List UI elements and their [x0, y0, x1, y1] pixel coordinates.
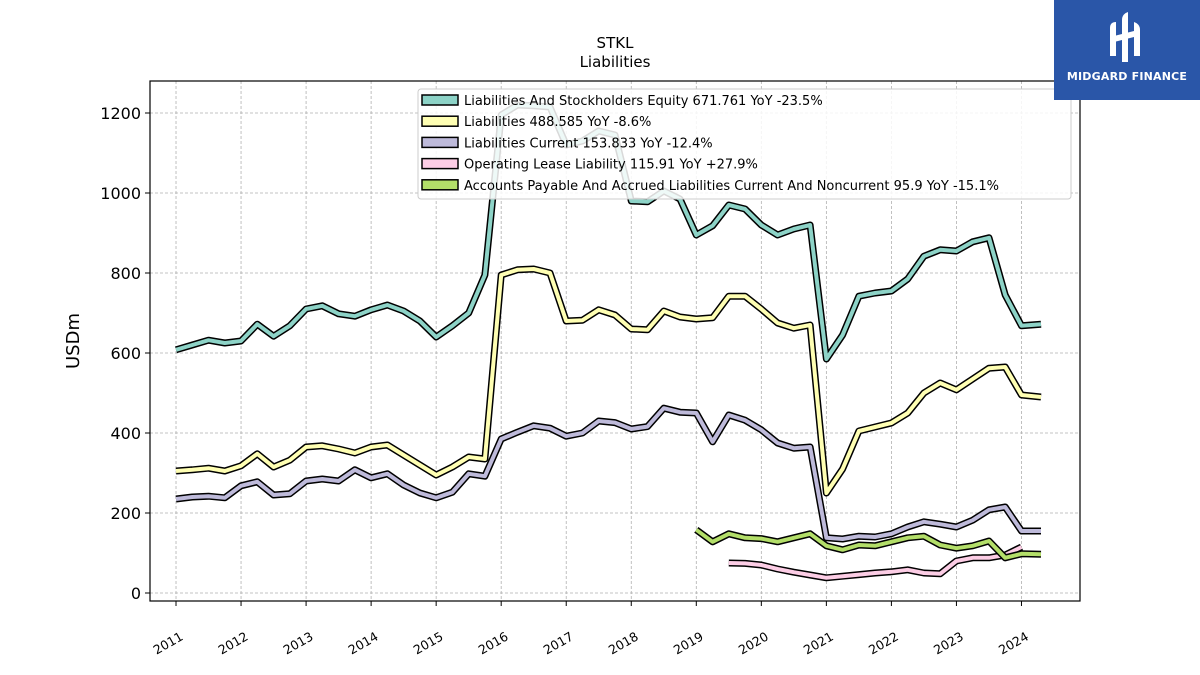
y-tick-label: 400: [110, 424, 141, 443]
x-tick-label: 2018: [606, 629, 641, 658]
x-tick-label: 2012: [215, 629, 250, 658]
x-tick-label: 2016: [476, 629, 511, 658]
legend-entry: Liabilities And Stockholders Equity 671.…: [464, 94, 823, 109]
x-tick-label: 2024: [996, 629, 1031, 658]
legend-entry: Operating Lease Liability 115.91 YoY +27…: [464, 158, 758, 173]
y-tick-label: 1000: [100, 184, 141, 203]
x-axis: 2011 2012 2013 2014 2015 2016 2017 2018 2019 2020…: [150, 601, 1031, 658]
legend-swatch: [421, 115, 459, 127]
brand-mark-icon: [1110, 12, 1140, 62]
legend-swatch: [421, 179, 459, 191]
x-tick-label: 2017: [541, 629, 576, 658]
series-line: [175, 267, 1042, 495]
x-tick-label: 2013: [281, 629, 316, 658]
y-tick-label: 600: [110, 344, 141, 363]
y-tick-label: 200: [110, 504, 141, 523]
series-lines: [175, 101, 1042, 582]
x-tick-label: 2021: [801, 629, 836, 658]
brand-logo: MIDGARD FINANCE: [1054, 0, 1200, 100]
x-tick-label: 2019: [671, 629, 706, 658]
legend-swatch: [421, 157, 459, 170]
plot-frame: [149, 80, 1081, 602]
x-tick-label: 2011: [150, 629, 185, 658]
x-tick-label: 2015: [411, 629, 446, 658]
chart-title: STKL: [597, 34, 635, 52]
legend-swatch: [421, 136, 459, 149]
series-line: [695, 528, 1042, 560]
series-line: [175, 406, 1041, 541]
y-tick-label: 800: [110, 264, 141, 283]
chart-subtitle: Liabilities: [580, 53, 651, 71]
x-tick-label: 2020: [736, 629, 771, 658]
y-tick-label: 1200: [100, 104, 141, 123]
series-line: [728, 545, 1023, 580]
brand-name: MIDGARD FINANCE: [1066, 70, 1188, 83]
legend: Liabilities And Stockholders Equity 671.…: [417, 88, 1072, 200]
x-tick-label: 2022: [866, 629, 901, 658]
legend-entry: Liabilities 488.585 YoY -8.6%: [464, 115, 651, 130]
legend-swatch: [421, 94, 459, 106]
x-tick-label: 2023: [931, 629, 966, 658]
y-axis-label: USDm: [63, 313, 84, 369]
y-axis: 0 200 400 600 800 1000 1200: [100, 104, 150, 603]
y-tick-label: 0: [131, 584, 141, 603]
legend-entry: Liabilities Current 153.833 YoY -12.4%: [464, 136, 713, 151]
x-tick-label: 2014: [346, 629, 381, 658]
legend-box: [417, 88, 1072, 200]
legend-entry: Accounts Payable And Accrued Liabilities…: [464, 179, 999, 194]
